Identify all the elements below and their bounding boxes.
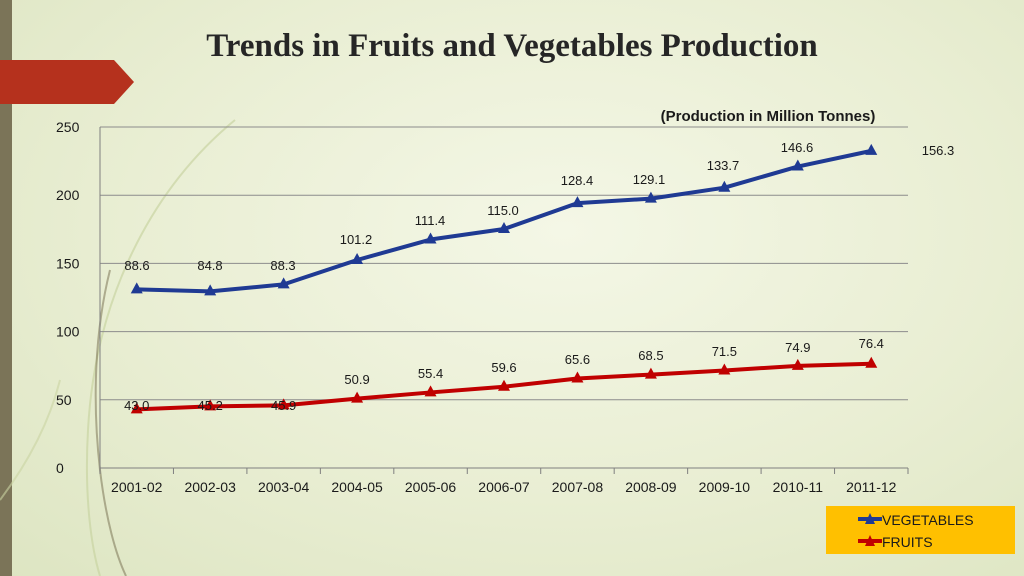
y-tick-label: 150 — [56, 255, 80, 271]
data-label: 43.0 — [124, 398, 149, 413]
x-tick-label: 2006-07 — [478, 479, 530, 495]
data-label: 156.3 — [922, 143, 955, 158]
data-label: 111.4 — [415, 213, 446, 228]
y-tick-label: 250 — [56, 119, 80, 135]
data-label: 129.1 — [633, 172, 666, 187]
data-label: 84.8 — [197, 258, 222, 273]
data-point — [644, 367, 657, 379]
data-label: 68.5 — [638, 348, 663, 363]
data-point — [644, 191, 657, 203]
slide-title: Trends in Fruits and Vegetables Producti… — [206, 28, 818, 64]
data-point — [718, 363, 731, 375]
data-point — [791, 358, 804, 370]
data-label: 71.5 — [712, 344, 737, 359]
data-point — [424, 232, 437, 244]
y-tick-label: 100 — [56, 324, 80, 340]
x-tick-label: 2004-05 — [331, 479, 383, 495]
data-point — [130, 402, 143, 414]
data-point — [130, 282, 143, 294]
legend-item-fruits: FRUITS — [826, 531, 1015, 553]
data-label: 55.4 — [418, 366, 443, 381]
x-tick-label: 2008-09 — [625, 479, 677, 495]
data-point — [571, 196, 584, 208]
legend-marker-vegetables — [858, 513, 882, 524]
x-tick-label: 2005-06 — [405, 479, 457, 495]
data-point — [204, 399, 217, 411]
x-tick-label: 2003-04 — [258, 479, 310, 495]
legend-label-fruits: FRUITS — [882, 534, 933, 550]
data-label: 88.3 — [270, 258, 295, 273]
data-point — [718, 180, 731, 192]
series-line-vegetables — [136, 148, 872, 294]
data-label: 128.4 — [561, 173, 594, 188]
data-point — [791, 159, 804, 171]
data-label: 101.2 — [340, 232, 373, 247]
data-label: 65.6 — [565, 352, 590, 367]
data-point — [498, 222, 510, 234]
data-label: 50.9 — [344, 372, 369, 387]
data-label: 133.7 — [707, 158, 740, 173]
x-tick-label: 2010-11 — [773, 479, 824, 495]
data-point — [498, 379, 510, 391]
y-tick-label: 0 — [56, 460, 64, 476]
y-tick-label: 50 — [56, 392, 72, 408]
data-point — [424, 385, 437, 397]
legend-label-vegetables: VEGETABLES — [882, 512, 974, 528]
data-point — [351, 252, 364, 264]
data-label: 45.2 — [198, 398, 223, 413]
data-point — [865, 143, 878, 155]
x-tick-label: 2002-03 — [184, 479, 236, 495]
data-label: 146.6 — [781, 140, 814, 155]
data-label: 45.9 — [271, 398, 296, 413]
x-tick-label: 2007-08 — [552, 479, 604, 495]
x-tick-label: 2009-10 — [699, 479, 751, 495]
data-point — [204, 284, 217, 296]
data-label: 88.6 — [124, 258, 149, 273]
decorative-curves — [0, 119, 236, 576]
data-label: 76.4 — [859, 336, 884, 351]
chart-subtitle: (Production in Million Tonnes) — [661, 108, 876, 125]
title-accent-tab — [0, 60, 134, 104]
data-point — [865, 356, 878, 368]
data-point — [571, 371, 584, 383]
data-label: 115.0 — [487, 203, 519, 218]
data-label: 59.6 — [491, 360, 516, 375]
legend-marker-fruits — [858, 535, 882, 546]
x-tick-label: 2001-02 — [111, 479, 163, 495]
data-point — [277, 398, 290, 410]
data-point — [351, 391, 364, 403]
left-accent-bar — [0, 0, 12, 576]
data-label: 74.9 — [785, 340, 810, 355]
legend-item-vegetables: VEGETABLES — [826, 509, 1015, 531]
x-tick-label: 2011-12 — [846, 479, 897, 495]
y-tick-label: 200 — [56, 187, 80, 203]
chart-legend: VEGETABLES FRUITS — [826, 506, 1015, 554]
data-point — [277, 277, 290, 289]
